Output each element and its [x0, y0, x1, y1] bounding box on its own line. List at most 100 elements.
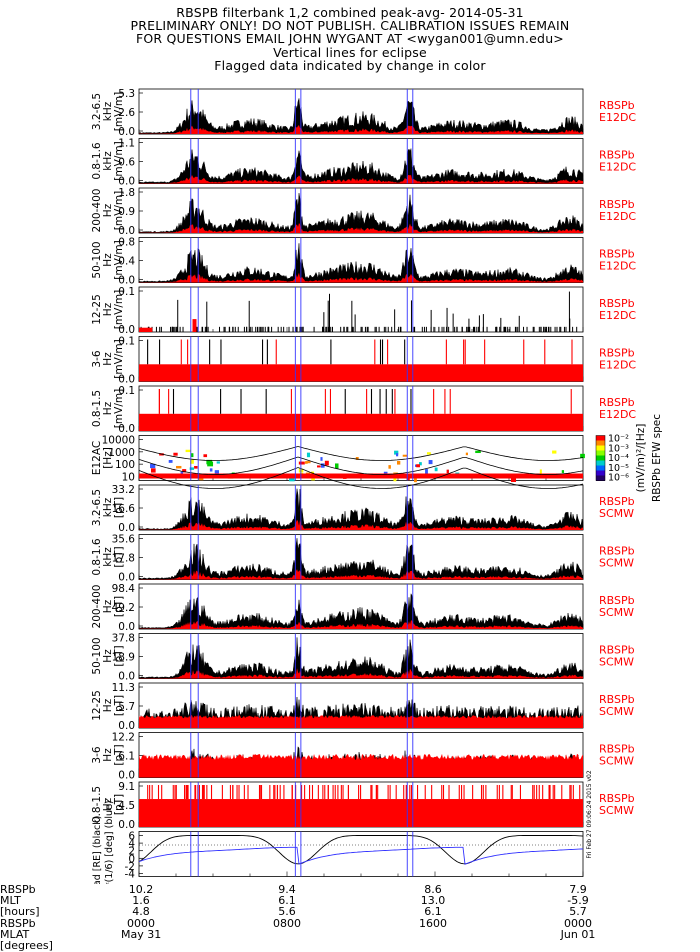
panel-source-label: RBSPb	[599, 149, 635, 162]
y-axis-band-label: 3.2-6.5	[91, 93, 103, 130]
spectrogram-cell	[191, 453, 194, 458]
y-axis-band-label: 12-25	[91, 294, 103, 325]
footer-column: 9.4 6.1 5.6 0800	[267, 884, 307, 929]
spectrogram-cell	[189, 467, 195, 470]
flagged-fill	[139, 799, 583, 827]
y-tick-label: 35.6	[112, 534, 136, 546]
panel-instrument-label: E12DC	[599, 161, 636, 174]
footer-label: RBSPb	[0, 916, 36, 930]
y-tick-label: 0.0	[118, 819, 135, 831]
spectrogram-cell	[552, 450, 557, 454]
spectrogram-cell	[194, 465, 198, 469]
spectrogram-cell	[580, 453, 585, 459]
spectrogram-cell	[413, 477, 417, 483]
spectrogram-cell	[306, 452, 311, 458]
y-tick-label: 0.0	[118, 572, 135, 584]
spectrogram-cell	[289, 476, 295, 482]
spectrogram-cell	[388, 465, 391, 469]
panel-source-label: RBSPb	[599, 396, 635, 409]
y-axis-band-label: 0.8-1.5	[91, 390, 103, 427]
gyro-line	[138, 467, 584, 489]
y-tick-label: 18.9	[112, 652, 135, 664]
spectrogram-cell	[203, 454, 208, 458]
y-tick-label: 6.1	[118, 751, 135, 763]
panel-instrument-label: E12DC	[599, 408, 636, 421]
flagged-trace	[139, 715, 583, 728]
spectrogram-cell	[396, 453, 399, 457]
data-trace	[138, 538, 584, 580]
spectrogram-cell	[180, 471, 184, 475]
panel-instrument-label: E12DC	[599, 260, 636, 273]
spectrogram-cell	[475, 450, 481, 454]
footer-label: RBSPb	[0, 883, 36, 896]
flagged-trace	[139, 668, 583, 679]
spectrogram-cell	[426, 452, 431, 455]
footer-value: May 31	[121, 927, 162, 941]
panel-source-label: RBSPb	[599, 297, 635, 310]
y-tick-label: 2.6	[118, 107, 135, 119]
footer-value: 5.6	[278, 905, 296, 919]
y-tick-label: 4.5	[118, 800, 135, 812]
spectrogram-cell	[425, 469, 428, 474]
y-axis-unit: Hz	[102, 253, 114, 267]
panel-source-label: RBSPb	[599, 792, 635, 805]
spectrogram-cell	[324, 460, 329, 466]
y-tick-label: 0.0	[118, 522, 135, 534]
spectrogram-cell	[305, 461, 311, 464]
y-tick-label: 4	[128, 838, 135, 850]
data-trace	[138, 243, 584, 283]
y-tick-label: 0.0	[118, 275, 135, 287]
panel-source-label: RBSPb	[599, 198, 635, 211]
panel-instrument-label: SCMW	[599, 755, 634, 768]
spectrogram-cell	[428, 460, 433, 465]
title-line-4: Vertical lines for eclipse	[273, 44, 427, 60]
flagged-trace	[139, 569, 583, 580]
y-axis-label: Rad [RE] (black)	[92, 816, 103, 884]
footer-column: 7.9 -5.9 5.7 0000 Jun 01	[558, 884, 598, 940]
spectrogram-cell	[334, 463, 339, 469]
flagged-trace	[192, 319, 197, 332]
colorbar-frame	[595, 435, 606, 481]
colorbar-tick-label: 10⁻⁵	[608, 463, 629, 474]
colorbar-side-label: RBSPb EFW spec	[651, 414, 663, 502]
y-axis-units: [mV/m]	[113, 240, 125, 279]
colorbar-swatch	[596, 460, 605, 466]
spectrogram-cell	[216, 461, 220, 464]
y-tick-label: 0.0	[118, 324, 135, 336]
panel-source-label: RBSPb	[599, 545, 635, 558]
flagged-fill	[139, 413, 583, 431]
colorbar-tick-label: 10⁻²	[608, 434, 629, 445]
flagged-trace	[139, 272, 583, 283]
spectrogram-cell	[539, 469, 542, 474]
footer-label: [hours]	[0, 905, 40, 919]
spectrogram-cell	[185, 449, 191, 453]
y-tick-label: 100	[115, 459, 135, 471]
radius-line	[138, 835, 584, 865]
y-axis-unit: Hz	[102, 698, 114, 712]
y-tick-label: 0.8	[118, 237, 135, 249]
spectrogram-cell	[446, 469, 449, 474]
y-tick-label: 1.8	[118, 187, 135, 199]
colorbar-tick-label: 10⁻⁴	[608, 453, 629, 464]
y-axis-unit: [Hz]	[102, 447, 114, 469]
panel-source-label: RBSPb	[599, 594, 635, 607]
colorbar-label: (mV/m)²/[Hz]	[635, 424, 647, 493]
y-tick-label: 5.7	[118, 701, 135, 713]
spectrogram-cell	[394, 450, 399, 455]
y-tick-label: -4	[125, 869, 136, 881]
spectrogram-cell	[317, 465, 321, 468]
colorbar-swatch	[596, 455, 605, 461]
footer-value: 6.1	[278, 894, 296, 908]
y-tick-label: 0.9	[118, 206, 135, 218]
y-axis-unit: kHz	[102, 151, 114, 171]
spectrogram-low-band	[139, 473, 583, 479]
y-axis-units: [mV/m]	[113, 339, 125, 378]
spectrogram-cell	[173, 452, 178, 456]
footer-value: 0000	[564, 916, 592, 930]
panel-source-label: RBSPb	[599, 693, 635, 706]
title-line-3: FOR QUESTIONS EMAIL JOHN WYGANT AT <wyga…	[135, 31, 564, 47]
y-axis-unit: Hz	[102, 401, 114, 415]
colorbar-swatch	[596, 475, 605, 481]
y-tick-label: 10000	[102, 435, 135, 447]
flagged-trace	[139, 753, 583, 778]
